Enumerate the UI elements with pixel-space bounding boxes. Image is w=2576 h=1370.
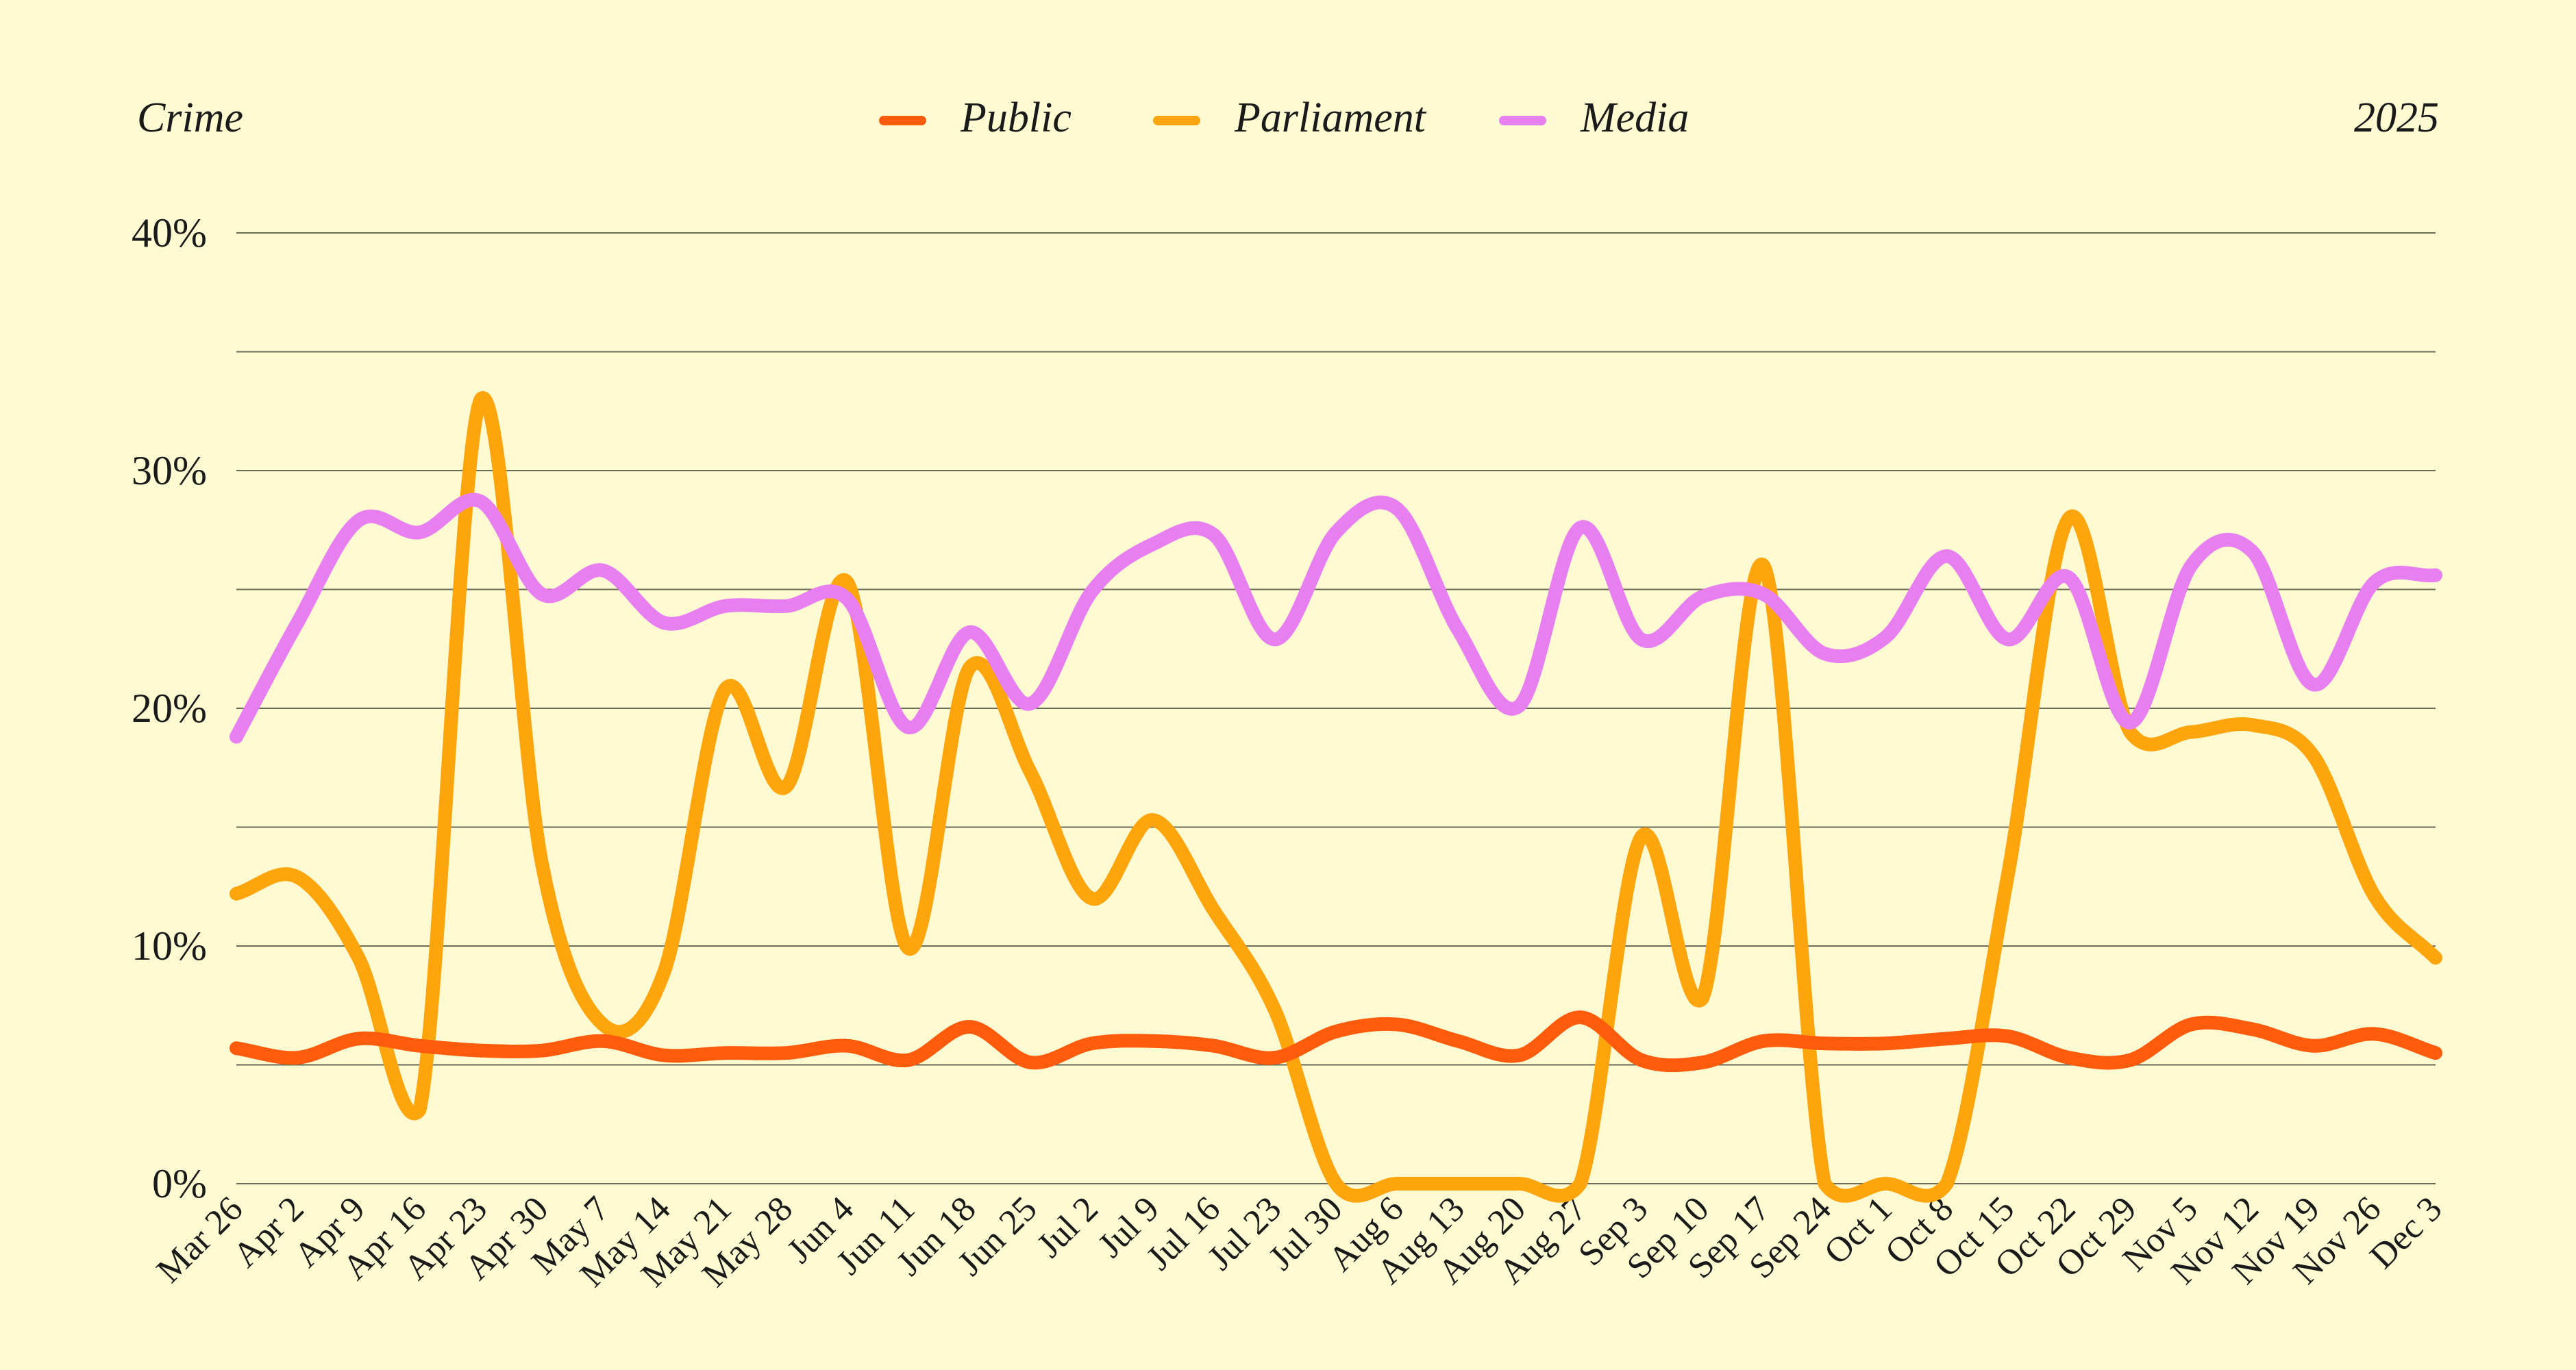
y-axis: 0% 10% 20% 30% 40%	[132, 210, 207, 1206]
legend-label: Media	[1580, 95, 1689, 141]
legend-label: Parliament	[1234, 95, 1427, 141]
chart-year: 2025	[2354, 95, 2439, 141]
y-tick-label: 30%	[132, 448, 207, 493]
series-line-parliament	[230, 390, 2442, 1203]
x-tick-label: Oct 1	[1817, 1189, 1900, 1272]
legend-label: Public	[960, 95, 1072, 141]
series-lines	[230, 390, 2442, 1203]
x-tick-label: Dec 3	[2362, 1189, 2449, 1276]
series-line-media	[230, 493, 2442, 744]
y-tick-label: 40%	[132, 210, 207, 256]
y-tick-label: 20%	[132, 686, 207, 731]
y-tick-label: 10%	[132, 923, 207, 969]
series-line-public	[230, 1010, 2442, 1073]
x-tick-label: Jul 2	[1030, 1189, 1106, 1265]
chart-title: Crime	[137, 95, 243, 141]
gridlines	[236, 232, 2436, 1184]
legend: Public Parliament Media	[879, 95, 1689, 141]
y-tick-label: 0%	[152, 1161, 207, 1206]
x-tick-label: Apr 2	[226, 1189, 312, 1275]
